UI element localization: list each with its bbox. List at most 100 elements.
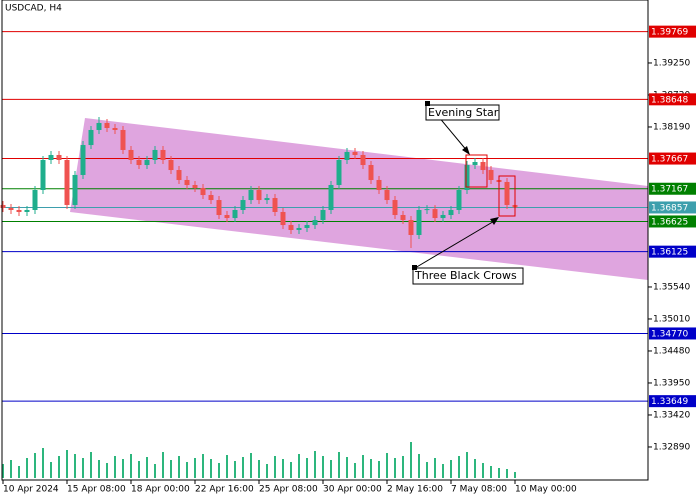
candle-body [264, 198, 270, 201]
candle-body [40, 160, 46, 191]
volume-bar [394, 458, 396, 478]
volume-bar [194, 458, 196, 478]
volume-bar [418, 454, 420, 478]
volume-bar [210, 459, 212, 478]
candle-body [104, 122, 110, 128]
level-label-box [649, 395, 696, 408]
candle-body [200, 188, 206, 196]
chart-title: USDCAD, H4 [5, 4, 62, 14]
volume-bar [146, 457, 148, 478]
x-tick-label: 15 Apr 08:00 [67, 485, 126, 495]
candle-body [424, 209, 430, 211]
volume-bar [226, 455, 228, 478]
volume-bar [178, 456, 180, 478]
volume-bar [274, 456, 276, 478]
candle-body [176, 170, 182, 180]
volume-bar [474, 459, 476, 478]
volume-bar [402, 456, 404, 478]
candle-body [24, 209, 30, 212]
level-label-box [649, 245, 696, 258]
volume-bar [114, 456, 116, 478]
candle-body [8, 208, 14, 210]
volume-bar [26, 458, 28, 478]
volume-bar [162, 452, 164, 478]
volume-bar [250, 453, 252, 478]
candle-body [328, 184, 334, 210]
volume-bar [498, 468, 500, 478]
volume-bar [154, 464, 156, 478]
volume-bar [482, 463, 484, 478]
x-tick-label: 2 May 16:00 [387, 485, 443, 495]
candle-body [392, 200, 398, 216]
candle-body [208, 195, 214, 201]
volume-bar [258, 460, 260, 478]
arrow-head [490, 217, 499, 225]
candle-body [152, 149, 158, 160]
candle-body [248, 190, 254, 201]
anchor [412, 265, 417, 270]
volume-bar [242, 457, 244, 478]
volume-bar [186, 462, 188, 478]
volume-bar [34, 453, 36, 478]
volume-bar [50, 462, 52, 478]
candle-body [456, 190, 462, 210]
candle-body [368, 165, 374, 180]
candle-body [280, 211, 286, 226]
candle-body [32, 190, 38, 210]
level-label: 1.37167 [651, 185, 688, 195]
volume-bar [450, 460, 452, 478]
level-label: 1.38648 [651, 95, 688, 105]
candle-body [80, 145, 86, 175]
volume-bar [298, 454, 300, 478]
volume-bar [354, 463, 356, 478]
volume-bar [66, 450, 68, 478]
annotation-box [412, 267, 524, 285]
x-tick-label: 25 Apr 08:00 [259, 485, 318, 495]
volume-bar [10, 460, 12, 478]
anchor [425, 101, 430, 106]
level-label: 1.36625 [651, 217, 688, 227]
three-crows-box [498, 175, 516, 217]
y-tick-label: 1.39250 [653, 58, 690, 68]
volume-bar [386, 453, 388, 478]
volume-bar [202, 454, 204, 478]
candle-body [224, 215, 230, 219]
candle-body [304, 225, 310, 228]
volume-bar [170, 460, 172, 478]
candle-body [256, 190, 262, 201]
level-label: 1.36857 [651, 203, 688, 213]
volume-bar [106, 463, 108, 478]
y-tick-label: 1.33420 [653, 410, 690, 420]
level-label-box [649, 201, 696, 214]
volume-bar [434, 458, 436, 478]
volume-bar [282, 459, 284, 478]
y-tick-label: 1.33950 [653, 378, 690, 388]
volume-bar [18, 466, 20, 478]
candle-body [336, 160, 342, 185]
x-tick-label: 10 Apr 2024 [3, 485, 59, 495]
volume-bar [314, 451, 316, 478]
volume-bar [82, 458, 84, 478]
candle-body [320, 209, 326, 221]
volume-bar [370, 459, 372, 478]
candle-body [72, 174, 78, 205]
candle-body [96, 122, 102, 130]
candle-body [160, 149, 166, 160]
candle-body [184, 179, 190, 185]
candle-body [416, 209, 422, 235]
candle-body [0, 204, 6, 208]
volume-bar [234, 461, 236, 478]
volume-bar [138, 461, 140, 478]
volume-bar [426, 462, 428, 478]
candle-body [400, 215, 406, 221]
volume-bar [306, 458, 308, 478]
volume-bar [514, 472, 516, 478]
candle-body [480, 161, 486, 171]
candle-body [240, 200, 246, 210]
volume-bar [90, 452, 92, 478]
x-tick-label: 7 May 08:00 [451, 485, 507, 495]
volume-bar [266, 464, 268, 478]
volume-bar [338, 452, 340, 478]
level-label: 1.34770 [651, 329, 688, 339]
volume-bar [362, 455, 364, 478]
